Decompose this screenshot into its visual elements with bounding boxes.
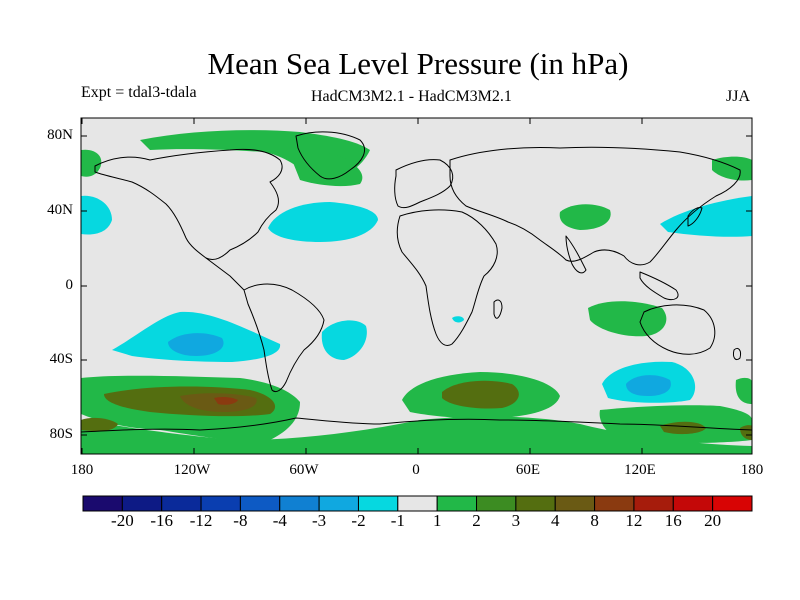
colorbar-box-1 — [121, 495, 163, 512]
experiment-label: Expt = tdal3-tdala — [81, 84, 197, 101]
lat-label-80s: 80S — [49, 426, 73, 442]
colorbar-box-4 — [239, 495, 281, 512]
coastline-asia — [449, 146, 741, 266]
coastline-south-america — [243, 283, 325, 393]
colorbar-label: -3 — [312, 511, 327, 530]
contour-core-southern-atlantic — [442, 380, 519, 409]
coastline-central-america — [205, 257, 245, 291]
colorbar-box-2 — [161, 495, 202, 512]
lon-ticks — [81, 118, 753, 454]
contour-negative-south-pacific-core — [168, 333, 224, 356]
colorbar-box-0 — [82, 495, 123, 512]
coastline-se-asia — [639, 271, 679, 301]
contour-core-antarctic-edge — [740, 425, 752, 440]
contour-core-antarctic-west — [81, 417, 118, 432]
season-label: JJA — [726, 88, 751, 105]
lat-label-40s: 40S — [49, 351, 73, 367]
colorbar-label: 12 — [625, 511, 643, 530]
colorbar-box-3 — [200, 495, 241, 512]
colorbar-label: 8 — [590, 511, 599, 530]
contour-negative-north-pacific — [660, 196, 752, 237]
colorbar-box-10 — [476, 495, 517, 512]
colorbar-label: 16 — [664, 511, 682, 530]
colorbar — [82, 495, 753, 512]
chart-title: Mean Sea Level Pressure (in hPa) — [207, 46, 629, 81]
colorbar-label: -16 — [150, 511, 174, 530]
contour-negative-north-atlantic — [268, 202, 378, 242]
contour-positive-asia — [559, 204, 611, 230]
coastline-greenland — [295, 131, 365, 180]
colorbar-box-15 — [672, 495, 714, 512]
contour-positive-east-edge — [735, 377, 752, 404]
colorbar-box-7 — [357, 495, 399, 512]
lon-label-120e: 120E — [624, 462, 656, 478]
colorbar-label: 2 — [472, 511, 481, 530]
coastline-new-zealand — [733, 347, 741, 361]
coastline-antarctica — [80, 417, 753, 433]
contour-positive-antarctic-strip — [81, 416, 752, 454]
colorbar-label: 4 — [550, 511, 560, 530]
contour-negative-south-indian-core — [626, 375, 671, 396]
colorbar-label: -8 — [233, 511, 248, 530]
coastline-north-america — [94, 148, 283, 261]
contour-positive-alaska — [81, 149, 102, 177]
colorbar-box-16 — [712, 495, 753, 512]
contour-negative-ne-pacific — [81, 195, 112, 235]
lon-label-180e: 180 — [740, 462, 764, 478]
contour-negative-small — [452, 316, 464, 323]
colorbar-label: -4 — [272, 511, 287, 530]
coastline-japan — [687, 207, 703, 227]
coastlines — [80, 131, 753, 433]
contour-fills — [81, 130, 752, 454]
colorbar-box-9 — [436, 495, 478, 512]
colorbar-label: 3 — [511, 511, 521, 530]
contour-positive-north-atlantic — [292, 152, 363, 187]
lon-label-60w: 60W — [289, 462, 319, 478]
colorbar-label: -1 — [390, 511, 405, 530]
coastline-madagascar — [493, 299, 503, 319]
colorbar-box-14 — [633, 495, 674, 512]
contour-negative-south-atlantic — [321, 320, 367, 360]
colorbar-box-6 — [318, 495, 359, 512]
lon-label-60e: 60E — [515, 462, 541, 478]
colorbar-box-12 — [554, 495, 596, 512]
lat-ticks — [81, 135, 752, 436]
colorbar-label: -12 — [189, 511, 213, 530]
lon-label-180w: 180 — [70, 462, 94, 478]
contour-core-southern-pacific-peak — [214, 396, 238, 405]
colorbar-label: -2 — [351, 511, 366, 530]
coastline-europe — [394, 159, 454, 209]
colorbar-box-5 — [279, 495, 320, 512]
coastline-india — [565, 235, 587, 274]
contour-positive-indian — [588, 301, 667, 337]
colorbar-box-13 — [594, 495, 635, 512]
colorbar-label: -20 — [111, 511, 134, 530]
lat-label-80n: 80N — [47, 127, 73, 143]
colorbar-box-11 — [515, 495, 556, 512]
lon-label-0: 0 — [412, 462, 420, 478]
lat-label-40n: 40N — [47, 202, 73, 218]
coastline-africa — [396, 209, 498, 347]
colorbar-label: 20 — [704, 511, 722, 530]
contour-core-antarctic-east — [660, 421, 706, 435]
lat-label-0: 0 — [65, 277, 74, 293]
model-label: HadCM3M2.1 - HadCM3M2.1 — [311, 88, 512, 105]
coastline-australia — [639, 304, 716, 355]
lon-label-120w: 120W — [173, 462, 211, 478]
colorbar-label: 1 — [432, 511, 442, 530]
colorbar-box-8 — [397, 495, 438, 512]
